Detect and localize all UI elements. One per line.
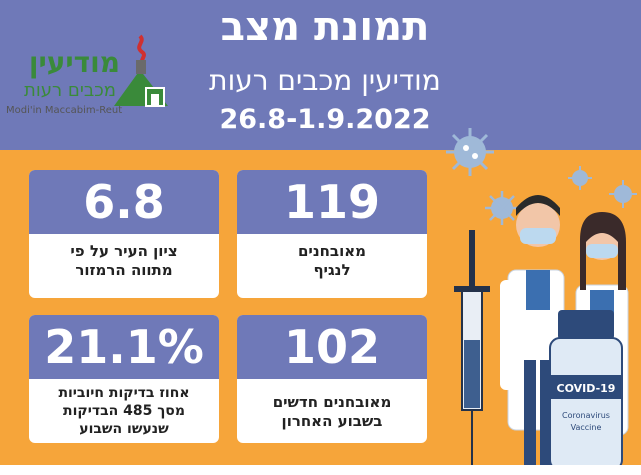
logo-hebrew-top: מודיעין — [28, 46, 120, 79]
stat-label-new-diagnosed: מאובחנים חדשים בשבוע האחרון — [272, 393, 392, 430]
virus-icon — [485, 191, 519, 225]
date-range: 26.8-1.9.2022 — [219, 104, 431, 135]
vaccine-vial-icon: COVID-19 Coronavirus Vaccine — [549, 310, 623, 471]
stat-card-city-score: 6.8 ציון העיר על פי מתווה הרמזור — [29, 170, 219, 298]
page-subtitle: מודיעין מכבים רעות — [209, 64, 441, 97]
logo-english: Modi'in Maccabim-Reut — [6, 105, 123, 116]
virus-icon — [609, 180, 637, 208]
stat-label-diagnosed: מאובחנים לנגיף — [297, 242, 367, 279]
city-logo: מודיעין מכבים רעות Modi'in Maccabim-Reut — [4, 30, 174, 130]
medical-staff-illustration: COVID-19 Coronavirus Vaccine — [446, 128, 637, 471]
syringe-icon — [454, 230, 490, 470]
virus-icon — [568, 166, 592, 190]
header-band: תמונת מצב מודיעין מכבים רעות 26.8-1.9.20… — [0, 0, 641, 150]
stat-card-new-diagnosed: 102 מאובחנים חדשים בשבוע האחרון — [237, 315, 427, 443]
stat-card-diagnosed: 119 מאובחנים לנגיף — [237, 170, 427, 298]
bottom-band — [0, 465, 641, 475]
page-title: תמונת מצב — [220, 4, 430, 50]
stat-label-city-score: ציון העיר על פי מתווה הרמזור — [70, 242, 178, 279]
logo-hebrew-bottom: מכבים רעות — [23, 80, 116, 101]
vial-label: COVID-19 — [557, 382, 616, 395]
vial-text-2: Vaccine — [571, 423, 602, 432]
stat-card-positive-rate: 21.1% אחוז בדיקות חיוביות מסך 485 הבדיקו… — [29, 315, 219, 443]
stat-value-diagnosed: 119 — [237, 170, 427, 234]
stat-value-positive-rate: 21.1% — [29, 315, 219, 379]
stat-value-new-diagnosed: 102 — [237, 315, 427, 379]
virus-icon — [446, 128, 494, 176]
vial-text-1: Coronavirus — [562, 411, 610, 420]
stat-value-city-score: 6.8 — [29, 170, 219, 234]
logo-mark-icon — [114, 34, 168, 107]
stat-label-positive-rate: אחוז בדיקות חיוביות מסך 485 הבדיקות שנעש… — [58, 385, 190, 437]
